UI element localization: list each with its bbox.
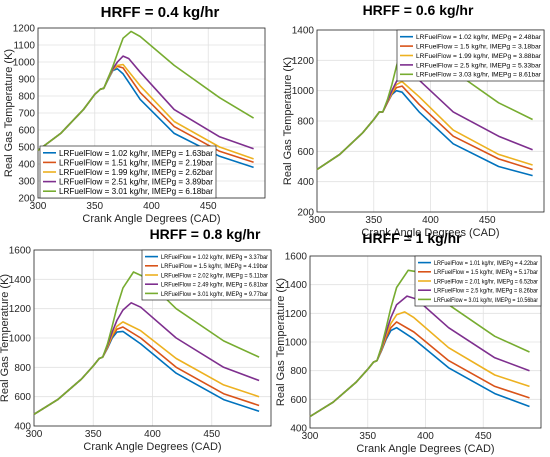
chart-panel-2: HRFF = 0.6 kg/hr 300 350 400 450 200 400 600 800…	[282, 2, 545, 239]
y-tick-label: 600	[18, 126, 35, 137]
legend-entry-label: LRFuelFlow = 2.02 kg/hr, IMEPg = 5.11bar	[161, 272, 269, 279]
y-tick-label: 500	[18, 143, 35, 154]
chart-panel-3: HRFF = 0.8 kg/hr 300 350 400 450 400 600 800 100…	[0, 226, 272, 453]
y-tick-label: 1400	[285, 280, 308, 291]
x-tick-label: 350	[86, 201, 103, 212]
y-tick-label: 1600	[9, 246, 32, 257]
x-axis-label: Crank Angle Degrees (CAD)	[356, 443, 494, 455]
legend-entry-label: LRFuelFlow = 2.49 kg/hr, IMEPg = 6.81bar	[161, 282, 269, 289]
y-tick-label: 1200	[13, 24, 36, 35]
x-tick-label: 450	[200, 201, 217, 212]
x-tick-label: 350	[359, 431, 376, 442]
x-tick-label: 350	[85, 429, 102, 440]
y-axis-label: Real Gas Temperature (K)	[275, 278, 287, 406]
x-tick-label: 400	[417, 431, 434, 442]
y-tick-label: 800	[18, 92, 35, 103]
legend-box	[396, 29, 545, 82]
y-tick-label: 600	[290, 395, 307, 406]
legend-entry-label: LRFuelFlow = 1.02 kg/hr, IMEPg = 1.63bar	[59, 148, 213, 158]
y-axis-label: Real Gas Temperature (K)	[0, 274, 11, 402]
y-tick-label: 800	[14, 363, 31, 374]
x-tick-label: 300	[26, 429, 43, 440]
legend-entry-label: LRFuelFlow = 1.5 kg/hr, IMEPg = 5.17bar	[434, 269, 539, 276]
y-tick-label: 400	[297, 177, 314, 188]
y-tick-label: 1400	[9, 275, 32, 286]
legend: LRFuelFlow = 1.02 kg/hr, IMEPg = 2.48bar…	[396, 29, 545, 82]
x-axis-label: Crank Angle Degrees (CAD)	[82, 213, 220, 225]
y-tick-label: 600	[297, 147, 314, 158]
legend-entry-label: LRFuelFlow = 3.01 kg/hr, IMEPg = 9.77bar	[161, 291, 269, 298]
legend-entry-label: LRFuelFlow = 2.5 kg/hr, IMEPg = 8.26bar	[434, 288, 539, 295]
chart-panel-4: HRFF = 1 kg/hr 300 350 400 450 400 600 800 1000 1…	[275, 230, 542, 455]
y-tick-label: 200	[297, 208, 314, 219]
y-tick-label: 1000	[285, 338, 308, 349]
y-tick-label: 1400	[292, 26, 315, 37]
y-tick-label: 1200	[9, 304, 32, 315]
legend-entry-label: LRFuelFlow = 1.51 kg/hr, IMEPg = 2.19bar	[59, 157, 213, 167]
legend-entry-label: LRFuelFlow = 1.99 kg/hr, IMEPg = 3.88bar	[416, 53, 542, 60]
legend-box	[414, 255, 542, 307]
y-tick-label: 600	[14, 392, 31, 403]
x-tick-label: 450	[475, 431, 492, 442]
y-tick-label: 400	[14, 422, 31, 433]
x-tick-label: 350	[365, 215, 382, 226]
y-tick-label: 400	[18, 160, 35, 171]
x-tick-label: 450	[479, 215, 496, 226]
y-tick-label: 300	[18, 177, 35, 188]
chart-title: HRFF = 0.4 kg/hr	[101, 4, 220, 21]
legend-entry-label: LRFuelFlow = 2.51 kg/hr, IMEPg = 3.89bar	[59, 177, 213, 187]
y-tick-label: 1600	[285, 252, 308, 263]
x-axis-label: Crank Angle Degrees (CAD)	[83, 441, 221, 453]
y-axis-label: Real Gas Temperature (K)	[282, 57, 294, 185]
y-tick-label: 1000	[292, 86, 315, 97]
x-tick-label: 400	[144, 429, 161, 440]
x-tick-label: 300	[30, 201, 47, 212]
x-tick-label: 300	[302, 431, 319, 442]
y-tick-label: 200	[18, 194, 35, 205]
legend: LRFuelFlow = 1.02 kg/hr, IMEPg = 3.37bar…	[141, 249, 272, 301]
legend-entry-label: LRFuelFlow = 3.01 kg/hr, IMEPg = 10.56ba…	[434, 297, 539, 304]
x-tick-label: 450	[203, 429, 220, 440]
series-line-5	[37, 30, 255, 152]
legend-entry-label: LRFuelFlow = 1.02 kg/hr, IMEPg = 2.48bar	[416, 34, 542, 41]
legend-entry-label: LRFuelFlow = 3.01 kg/hr, IMEPg = 6.18bar	[59, 186, 213, 196]
y-tick-label: 1200	[292, 56, 315, 67]
y-tick-label: 1000	[9, 334, 32, 345]
legend-box	[39, 145, 217, 199]
legend-entry-label: LRFuelFlow = 1.5 kg/hr, IMEPg = 3.18bar	[416, 43, 542, 50]
chart-title: HRFF = 0.6 kg/hr	[363, 2, 474, 18]
y-tick-label: 900	[18, 75, 35, 86]
chart-title: HRFF = 1 kg/hr	[362, 230, 462, 246]
legend-box	[141, 249, 272, 301]
legend-entry-label: LRFuelFlow = 2.5 kg/hr, IMEPg = 5.33bar	[416, 62, 542, 69]
legend-entry-label: LRFuelFlow = 1.01 kg/hr, IMEPg = 4.22bar	[434, 260, 539, 267]
y-axis-label: Real Gas Temperature (K)	[3, 49, 15, 177]
y-tick-label: 1200	[285, 309, 308, 320]
y-tick-label: 800	[297, 117, 314, 128]
y-tick-label: 1000	[13, 58, 36, 69]
x-tick-label: 400	[143, 201, 160, 212]
x-tick-label: 300	[309, 215, 326, 226]
legend-entry-label: LRFuelFlow = 1.99 kg/hr, IMEPg = 2.62bar	[59, 167, 213, 177]
y-tick-label: 800	[290, 366, 307, 377]
x-axis-label: Crank Angle Degrees (CAD)	[361, 227, 499, 239]
legend-entry-label: LRFuelFlow = 2.01 kg/hr, IMEPg = 6.52bar	[434, 278, 539, 285]
y-tick-label: 400	[290, 424, 307, 435]
y-tick-label: 1100	[13, 41, 35, 52]
legend-entry-label: LRFuelFlow = 1.02 kg/hr, IMEPg = 3.37bar	[161, 254, 269, 261]
legend: LRFuelFlow = 1.02 kg/hr, IMEPg = 1.63bar…	[39, 145, 217, 199]
legend-entry-label: LRFuelFlow = 3.03 kg/hr, IMEPg = 8.61bar	[416, 72, 542, 79]
legend: LRFuelFlow = 1.01 kg/hr, IMEPg = 4.22bar…	[414, 255, 542, 307]
y-tick-label: 700	[18, 109, 35, 120]
x-tick-label: 400	[422, 215, 439, 226]
chart-title: HRFF = 0.8 kg/hr	[150, 226, 261, 242]
legend-entry-label: LRFuelFlow = 1.5 kg/hr, IMEPg = 4.19bar	[161, 263, 269, 270]
